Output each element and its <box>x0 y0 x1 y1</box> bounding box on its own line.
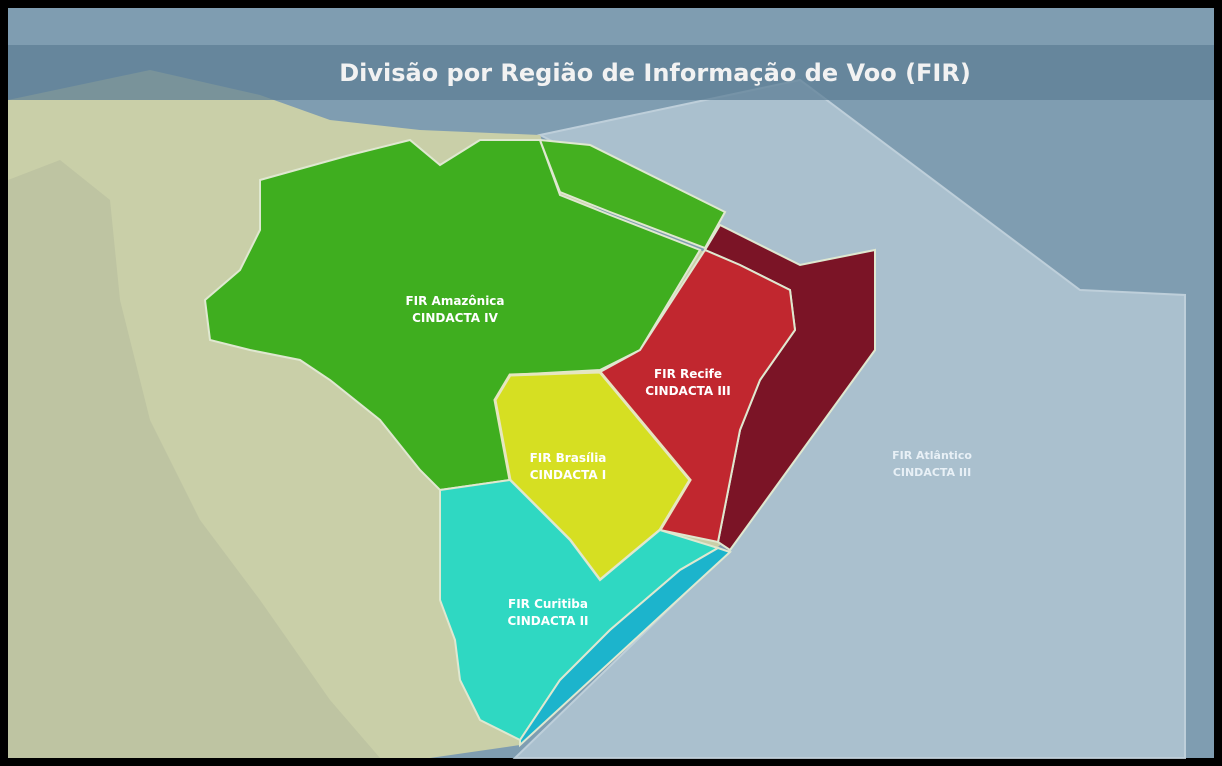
region-name: FIR Amazônica <box>405 294 504 308</box>
region-name: FIR Recife <box>654 367 722 381</box>
region-name: FIR Atlântico <box>892 449 972 462</box>
page: Divisão por Região de Informação de Voo … <box>0 0 1222 766</box>
region-name: FIR Brasília <box>530 451 607 465</box>
title: Divisão por Região de Informação de Voo … <box>339 59 971 87</box>
region-unit: CINDACTA I <box>530 468 607 482</box>
region-name: FIR Curitiba <box>508 597 588 611</box>
map: Divisão por Região de Informação de Voo … <box>0 0 1222 766</box>
region-unit: CINDACTA IV <box>412 311 499 325</box>
region-unit: CINDACTA III <box>893 466 971 479</box>
region-unit: CINDACTA III <box>645 384 730 398</box>
region-unit: CINDACTA II <box>507 614 588 628</box>
